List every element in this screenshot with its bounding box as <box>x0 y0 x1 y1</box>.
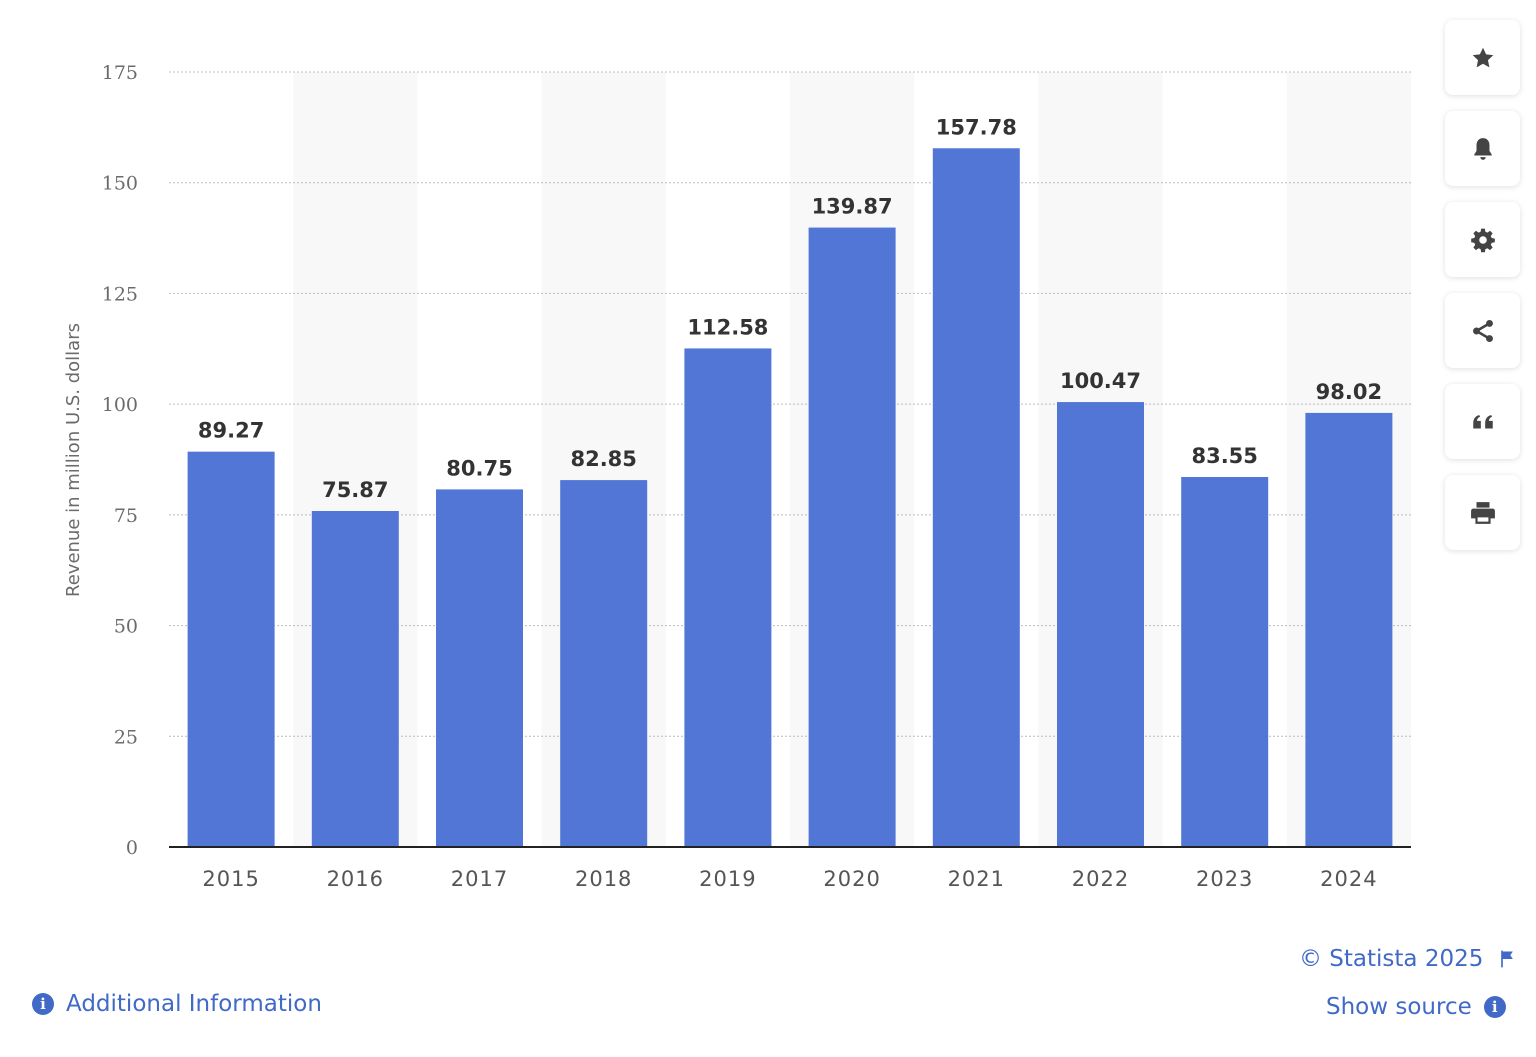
info-icon: i <box>32 993 54 1015</box>
y-tick-label: 125 <box>102 283 138 305</box>
y-tick-label: 75 <box>114 505 138 527</box>
y-tick-label: 175 <box>102 62 138 84</box>
x-tick-label: 2023 <box>1196 867 1253 891</box>
x-axis-ticks: 2015 2016 2017 2018 2019 2020 2021 2022 2023 2024 <box>202 867 1377 891</box>
x-tick-label: 2015 <box>202 867 259 891</box>
value-label: 112.58 <box>687 315 768 339</box>
chart-toolbar <box>1445 20 1520 566</box>
quote-icon <box>1472 414 1493 428</box>
bar-2024[interactable] <box>1305 412 1393 847</box>
additional-information-text: Additional Information <box>66 991 322 1017</box>
value-label: 80.75 <box>446 456 512 480</box>
print-button[interactable] <box>1445 475 1520 550</box>
favorite-button[interactable] <box>1445 20 1520 95</box>
y-axis-title: Revenue in million U.S. dollars <box>63 323 84 597</box>
x-tick-label: 2019 <box>699 867 756 891</box>
value-label: 82.85 <box>570 447 636 471</box>
grid-lines <box>169 71 1411 737</box>
x-tick-label: 2022 <box>1072 867 1129 891</box>
y-axis-ticks: 0 25 50 75 100 125 150 175 <box>102 62 138 859</box>
x-tick-label: 2016 <box>327 867 384 891</box>
bell-icon <box>1473 137 1492 160</box>
bar-2020[interactable] <box>808 227 896 848</box>
x-tick-label: 2017 <box>451 867 508 891</box>
bar-2022[interactable] <box>1057 402 1144 847</box>
bar-2017[interactable] <box>436 489 523 847</box>
bar-2015[interactable] <box>187 451 275 847</box>
flag-icon <box>1501 950 1514 968</box>
additional-information-link[interactable]: i Additional Information <box>32 991 322 1017</box>
gear-icon <box>1470 228 1495 252</box>
value-label: 100.47 <box>1060 369 1141 393</box>
x-tick-label: 2021 <box>948 867 1005 891</box>
y-tick-label: 25 <box>114 726 138 748</box>
show-source-link[interactable]: Show source i <box>1326 994 1506 1020</box>
x-tick-label: 2024 <box>1320 867 1377 891</box>
star-icon <box>1472 47 1493 67</box>
share-icon <box>1472 319 1493 342</box>
bar-2019[interactable] <box>684 348 772 847</box>
value-label: 75.87 <box>322 478 388 502</box>
value-label: 89.27 <box>198 419 264 443</box>
x-tick-label: 2020 <box>823 867 880 891</box>
show-source-text: Show source <box>1326 994 1472 1020</box>
bar-2023[interactable] <box>1181 476 1269 847</box>
x-tick-label: 2018 <box>575 867 632 891</box>
notification-button[interactable] <box>1445 111 1520 186</box>
bars <box>187 148 1393 848</box>
share-button[interactable] <box>1445 293 1520 368</box>
y-tick-label: 150 <box>102 173 138 195</box>
bar-2021[interactable] <box>932 148 1020 847</box>
value-labels: 89.27 75.87 80.75 82.85 112.58 139.87 157.78 10… <box>198 115 1382 502</box>
y-tick-label: 0 <box>126 837 138 859</box>
settings-button[interactable] <box>1445 202 1520 277</box>
y-tick-label: 50 <box>114 616 138 638</box>
statista-copyright[interactable]: © Statista 2025 <box>1299 946 1517 972</box>
bar-2016[interactable] <box>311 511 399 847</box>
print-icon <box>1470 501 1495 524</box>
cite-button[interactable] <box>1445 384 1520 459</box>
value-label: 139.87 <box>812 195 893 219</box>
bar-2018[interactable] <box>560 480 648 847</box>
value-label: 83.55 <box>1191 444 1257 468</box>
value-label: 98.02 <box>1316 380 1382 404</box>
y-tick-label: 100 <box>102 394 138 416</box>
value-label: 157.78 <box>936 115 1017 139</box>
copyright-text: © Statista 2025 <box>1299 946 1484 972</box>
info-icon: i <box>1483 996 1506 1018</box>
